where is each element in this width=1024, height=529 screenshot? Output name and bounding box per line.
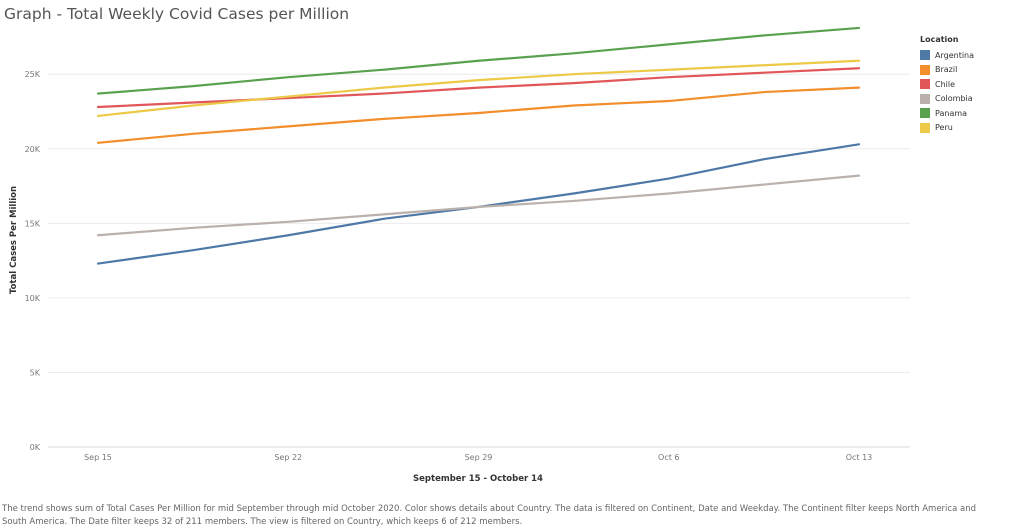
legend-swatch — [920, 93, 930, 104]
x-axis-label: September 15 - October 14 — [413, 474, 543, 484]
legend-swatch — [920, 50, 930, 61]
y-tick-label: 15K — [25, 219, 41, 228]
y-tick-label: 20K — [25, 145, 41, 154]
legend-items: Argentina Brazil Chile Colombia Panama Peru — [920, 48, 974, 135]
series-line-colombia[interactable] — [96, 174, 861, 237]
x-tick-label: Oct 13 — [846, 453, 873, 462]
legend-swatch — [920, 108, 930, 119]
legend-item-argentina[interactable]: Argentina — [920, 48, 974, 63]
legend-label: Panama — [935, 108, 968, 118]
legend-item-brazil[interactable]: Brazil — [920, 63, 974, 78]
chart-caption: The trend shows sum of Total Cases Per M… — [2, 504, 976, 527]
legend-item-peru[interactable]: Peru — [920, 121, 974, 136]
y-axis-ticks: 0K 5K 10K 15K 20K 25K — [25, 70, 41, 452]
legend-item-chile[interactable]: Chile — [920, 77, 974, 92]
chart-title: Graph - Total Weekly Covid Cases per Mil… — [4, 5, 350, 23]
series-line-peru[interactable] — [96, 59, 861, 118]
series-line-chile[interactable] — [96, 67, 861, 109]
x-tick-label: Oct 6 — [658, 453, 679, 462]
gridlines — [48, 73, 910, 448]
y-tick-label: 0K — [30, 443, 41, 452]
x-axis-ticks: Sep 15 Sep 22 Sep 29 Oct 6 Oct 13 — [84, 453, 872, 462]
x-tick-label: Sep 22 — [274, 453, 302, 462]
series-line-panama[interactable] — [96, 26, 861, 95]
legend-label: Peru — [935, 123, 953, 133]
x-tick-label: Sep 29 — [465, 453, 493, 462]
series-line-argentina[interactable] — [96, 143, 861, 265]
y-tick-label: 10K — [25, 294, 41, 303]
line-chart[interactable]: 0K 5K 10K 15K 20K 25K Sep 15 Sep 22 Sep 29 Oct 6… — [0, 0, 910, 500]
y-tick-label: 5K — [30, 368, 41, 377]
legend-swatch — [920, 64, 930, 75]
legend: Location Argentina Brazil Chile Colombia Pan… — [920, 35, 974, 135]
legend-item-panama[interactable]: Panama — [920, 106, 974, 121]
x-tick-label: Sep 15 — [84, 453, 112, 462]
legend-item-colombia[interactable]: Colombia — [920, 92, 974, 107]
series-lines — [96, 26, 861, 265]
series-line-brazil[interactable] — [96, 86, 861, 144]
legend-label: Colombia — [935, 94, 973, 104]
y-axis-label: Total Cases Per Million — [9, 186, 19, 294]
legend-swatch — [920, 79, 930, 90]
legend-label: Chile — [935, 79, 956, 89]
legend-label: Brazil — [935, 65, 958, 75]
legend-title: Location — [920, 35, 959, 44]
y-tick-label: 25K — [25, 70, 41, 79]
legend-label: Argentina — [935, 50, 975, 60]
legend-swatch — [920, 122, 930, 133]
